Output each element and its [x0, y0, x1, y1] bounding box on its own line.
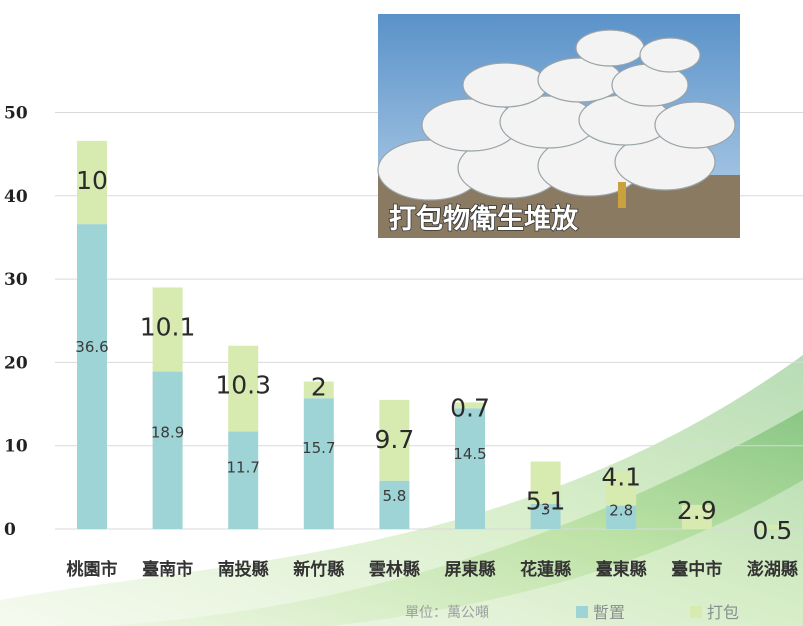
data-label-baled: 2.9: [677, 496, 717, 525]
data-label-stockpile: 18.9: [151, 424, 184, 442]
category-label: 臺中市: [671, 559, 722, 580]
data-labels: 36.6 10 18.9 10.1 11.7 10.3 15.7 2 5.8 9.7 14.5 0.7…: [75, 166, 792, 545]
bar-stockpile: [379, 480, 410, 529]
data-label-baled: 0.7: [450, 393, 490, 422]
y-tick-label: 40: [4, 187, 28, 207]
y-tick-label: 10: [4, 437, 28, 457]
legend-label-baled: 打包: [707, 603, 739, 622]
hay-bales-illustration: [377, 29, 736, 201]
data-label-baled: 2: [311, 373, 327, 402]
legend-swatch-stockpile: [576, 606, 588, 618]
data-label-stockpile: 5.8: [382, 487, 406, 505]
worker-figure: [618, 182, 626, 208]
bar-baled: [379, 399, 410, 481]
bars: [77, 140, 788, 529]
data-label-baled: 10.3: [215, 371, 271, 400]
data-label-baled: 0.5: [753, 516, 793, 545]
legend-label-stockpile: 暫置: [593, 603, 625, 622]
data-label-stockpile: 3: [541, 501, 551, 519]
category-label: 屏東縣: [445, 559, 496, 580]
data-label-stockpile: 14.5: [453, 445, 486, 463]
bar-stockpile: [152, 371, 183, 529]
y-axis: 0 10 20 30 40 50: [4, 104, 28, 541]
data-label-baled: 5.1: [526, 487, 566, 516]
bar-stockpile: [77, 224, 107, 529]
category-label: 新竹縣: [293, 559, 344, 580]
legend-swatch-baled: [690, 606, 702, 618]
x-axis: 桃園市 臺南市 南投縣 新竹縣 雲林縣 屏東縣 花蓮縣 臺東縣 臺中市 澎湖縣: [67, 559, 798, 580]
unit-label: 單位：萬公噸: [405, 605, 489, 621]
category-label: 桃園市: [67, 559, 118, 580]
y-tick-label: 0: [4, 520, 16, 540]
y-tick-label: 20: [4, 353, 28, 373]
photo-caption: 打包物衛生堆放: [389, 203, 579, 235]
bar-baled: [757, 524, 788, 529]
bar-stockpile: [530, 504, 561, 529]
data-label-stockpile: 15.7: [302, 439, 335, 457]
bar-stockpile: [606, 505, 637, 529]
data-label-stockpile: 2.8: [609, 501, 633, 519]
data-label-baled: 10.1: [140, 312, 196, 341]
bar-baled: [455, 402, 485, 409]
decorative-swoosh: [0, 355, 803, 626]
bar-baled: [77, 140, 107, 225]
data-label-stockpile: 36.6: [75, 338, 108, 356]
bar-stockpile: [303, 398, 334, 529]
data-label-baled: 10: [76, 166, 108, 195]
category-label: 雲林縣: [369, 559, 420, 580]
bar-baled: [228, 345, 259, 432]
category-label: 南投縣: [218, 559, 269, 580]
bar-baled: [152, 287, 183, 372]
photo-inset: 打包物衛生堆放: [377, 14, 740, 238]
category-label: 臺南市: [142, 559, 193, 580]
y-tick-label: 50: [4, 104, 28, 124]
bar-stockpile: [455, 408, 485, 529]
category-label: 臺東縣: [596, 559, 647, 580]
category-label: 澎湖縣: [747, 559, 798, 580]
data-label-baled: 4.1: [601, 463, 641, 492]
bar-baled: [530, 461, 561, 505]
bar-baled: [606, 471, 637, 506]
bar-stockpile: [228, 431, 259, 529]
y-tick-label: 30: [4, 270, 28, 290]
category-label: 花蓮縣: [520, 559, 571, 580]
bar-baled: [303, 381, 334, 399]
legend: 暫置 打包: [576, 603, 739, 622]
data-label-stockpile: 11.7: [226, 458, 259, 476]
data-label-baled: 9.7: [375, 425, 415, 454]
bar-baled: [681, 504, 712, 529]
